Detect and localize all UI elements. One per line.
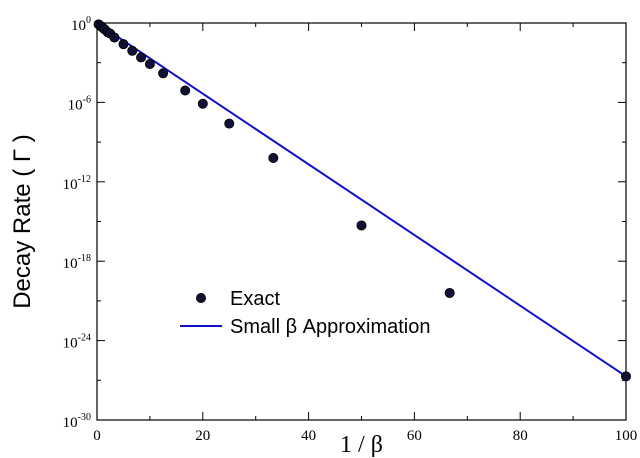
y-axis-label: Decay Rate ( Γ ) [9, 134, 36, 309]
legend-marker-exact [195, 292, 206, 303]
y-tick-label: 10-30 [63, 412, 91, 431]
series-line-small-beta-approximation [96, 22, 627, 378]
data-point-exact [109, 32, 120, 43]
x-tick-label: 100 [615, 428, 638, 444]
data-point-exact [268, 152, 279, 163]
x-tick-label: 40 [301, 428, 316, 444]
x-tick-label: 0 [93, 428, 101, 444]
data-point-exact [127, 45, 138, 56]
y-tick-label: 100 [71, 15, 91, 34]
x-axis-label: 1 / β [340, 432, 383, 458]
data-point-exact [356, 220, 367, 231]
data-point-exact [444, 287, 455, 298]
series-line-layer [96, 22, 627, 378]
data-point-exact [621, 371, 632, 382]
data-point-exact [136, 52, 147, 63]
data-point-exact [180, 85, 191, 96]
legend-label: Small β Approximation [230, 316, 430, 338]
y-tick-label: 10-18 [63, 253, 91, 272]
data-point-exact [118, 39, 129, 50]
data-point-exact [224, 118, 235, 129]
axes: 0 20 40 60 80 100 100 10-6 10-12 10-18 10-24 10-30 [63, 15, 638, 444]
y-tick-label: 10-24 [63, 333, 91, 352]
data-point-exact [144, 59, 155, 70]
x-tick-label: 60 [407, 428, 422, 444]
data-point-exact [197, 98, 208, 109]
data-point-exact [158, 68, 169, 79]
x-tick-label: 20 [195, 428, 210, 444]
legend: Exact Small β Approximation [180, 288, 430, 338]
legend-label: Exact [230, 288, 280, 310]
y-tick-label: 10-12 [63, 174, 91, 193]
series-point-layer [93, 19, 632, 382]
y-tick-label: 10-6 [68, 94, 91, 113]
x-tick-label: 80 [513, 428, 528, 444]
